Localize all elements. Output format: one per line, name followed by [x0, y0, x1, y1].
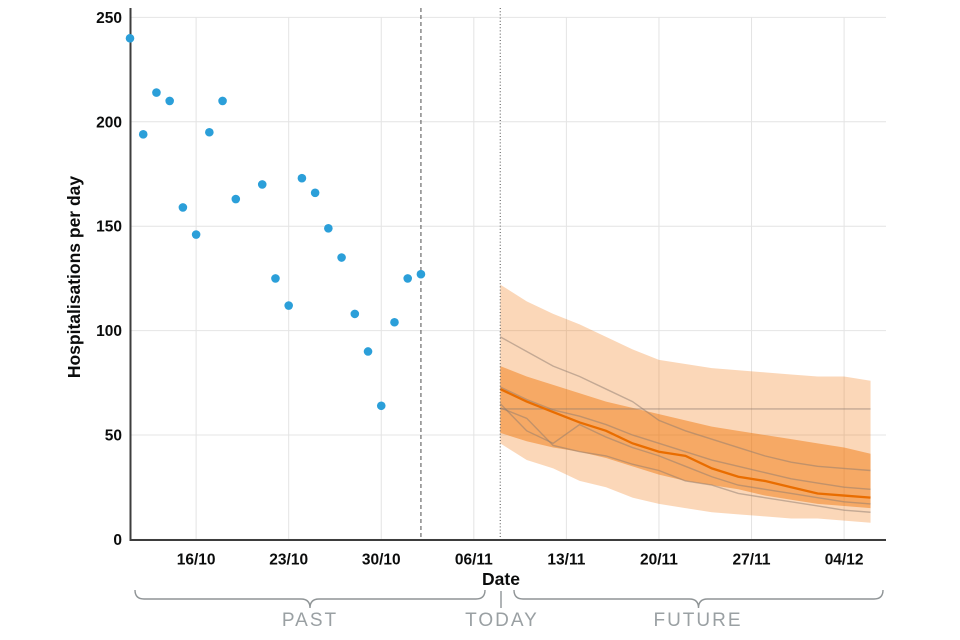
forecast-median-line: [499, 388, 871, 499]
observed-points: [125, 33, 426, 411]
x-tick-label: 04/12: [825, 552, 864, 569]
x-tick-label: 16/10: [177, 552, 216, 569]
observed-point: [390, 317, 399, 327]
observed-point: [178, 203, 188, 212]
x-tick-label: 13/11: [547, 552, 585, 569]
observed-point: [403, 274, 413, 283]
observed-point: [125, 33, 135, 43]
observed-point: [284, 301, 293, 310]
future-brace: [513, 589, 884, 609]
observed-point: [416, 269, 426, 279]
observed-point: [191, 230, 201, 239]
past-zone-label: PAST: [282, 610, 338, 631]
x-tick-label: 06/11: [455, 552, 493, 569]
observed-point: [324, 223, 333, 233]
x-tick-label: 20/11: [640, 552, 678, 569]
axes: [129, 8, 886, 541]
tick-labels: 0 50 100 150 200 250 16/10 23/10 30/10 06/11 13/11…: [96, 10, 863, 569]
y-tick-label: 0: [113, 532, 122, 549]
gridlines: [131, 16, 886, 540]
model-trajectory-line: [499, 403, 871, 505]
inner-uncertainty-band: [500, 366, 871, 509]
y-tick-label: 250: [96, 10, 122, 27]
y-tick-label: 150: [96, 219, 122, 236]
outer-uncertainty-band: [500, 284, 871, 523]
today-zone-label: TODAY: [465, 610, 539, 631]
x-tick-label: 30/10: [362, 552, 401, 569]
y-tick-label: 100: [96, 323, 122, 340]
x-tick-label: 27/11: [733, 552, 771, 569]
axis-frame: [129, 8, 886, 541]
model-trajectory-line: [500, 407, 871, 513]
reference-lines: [420, 8, 501, 540]
observed-point: [310, 188, 320, 198]
observed-point: [350, 309, 360, 319]
x-tick-label: 23/10: [269, 552, 308, 569]
past-brace: [134, 589, 486, 609]
y-tick-label: 200: [96, 114, 122, 131]
observed-point: [376, 401, 386, 411]
model-trajectory-line: [499, 336, 871, 472]
model-trajectory-line: [499, 386, 871, 490]
observed-point: [297, 173, 307, 183]
observed-point: [205, 127, 214, 137]
future-zone-label: FUTURE: [653, 610, 742, 631]
observed-point: [363, 347, 373, 356]
timeline-braces: [134, 589, 884, 609]
observed-point: [218, 96, 227, 106]
observed-point: [165, 96, 174, 106]
observed-point: [152, 88, 161, 97]
y-axis-title: Hospitalisations per day: [64, 176, 84, 379]
x-axis-title: Date: [482, 569, 520, 589]
observed-point: [138, 130, 148, 139]
observed-point: [231, 194, 241, 204]
forecast-fan: [499, 284, 871, 523]
observed-point: [271, 274, 280, 283]
observed-point: [257, 180, 267, 189]
y-tick-label: 50: [105, 428, 122, 445]
observed-point: [337, 253, 346, 262]
